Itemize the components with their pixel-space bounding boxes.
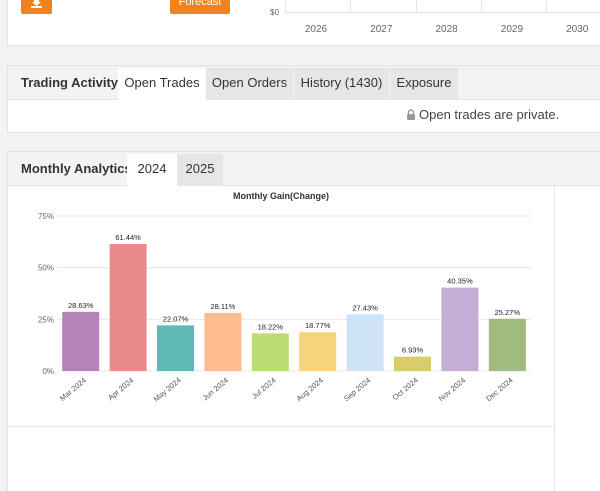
tab-open-orders[interactable]: Open Orders xyxy=(206,68,293,100)
bar-value-label: 18.77% xyxy=(305,321,331,330)
private-trades-message: Open trades are private. xyxy=(406,107,559,122)
private-message-text: Open trades are private. xyxy=(419,107,560,122)
bar xyxy=(394,356,431,371)
trading-activity-title: Trading Activity xyxy=(21,75,119,90)
bar xyxy=(488,318,526,371)
trading-activity-panel: Trading Activity Open Trades Open Orders… xyxy=(7,65,600,133)
download-icon xyxy=(31,0,42,8)
tab-2024[interactable]: 2024 xyxy=(127,154,177,187)
bar-value-label: 25.27% xyxy=(495,308,521,317)
bar xyxy=(346,314,384,371)
x-tick-label: Jul 2024 xyxy=(250,376,278,401)
chart-side-divider xyxy=(554,186,555,491)
x-tick-label: Nov 2024 xyxy=(437,376,467,404)
bar-value-label: 22.07% xyxy=(163,314,189,323)
tab-exposure[interactable]: Exposure xyxy=(390,68,458,100)
chart-title: Monthly Gain(Change) xyxy=(233,191,329,201)
x-tick-label: Jun 2024 xyxy=(201,376,230,403)
forecast-year-label: 2026 xyxy=(304,24,328,35)
tab-history[interactable]: History (1430) xyxy=(294,68,389,100)
x-tick-label: Sep 2024 xyxy=(342,376,372,404)
y-tick-label: 75% xyxy=(38,212,54,221)
x-tick-label: Aug 2024 xyxy=(295,376,325,404)
forecast-grid-line xyxy=(546,0,548,12)
forecast-grid-line xyxy=(480,0,482,12)
bar-value-label: 61.44% xyxy=(115,233,141,242)
forecast-year-label: 2030 xyxy=(566,24,589,35)
tab-2025[interactable]: 2025 xyxy=(177,154,223,186)
x-tick-label: Apr 2024 xyxy=(106,376,135,402)
bar xyxy=(204,312,242,371)
monthly-gain-chart: Monthly Gain(Change) 0% 25% 50% 75% 28.63% Mar… xyxy=(38,191,531,404)
bar xyxy=(299,332,337,371)
forecast-y-axis-label: $0 xyxy=(270,8,279,17)
x-tick-label: Dec 2024 xyxy=(484,376,514,404)
y-tick-label: 50% xyxy=(38,264,54,273)
bar-value-label: 18.22% xyxy=(258,322,284,331)
analytics-tab-bar: Monthly Analytics 2024 2025 xyxy=(8,152,600,187)
forecast-grid-line xyxy=(350,0,352,12)
lock-icon xyxy=(407,109,415,120)
bar xyxy=(62,311,100,371)
bar-value-label: 28.11% xyxy=(210,302,235,311)
y-tick-label: 0% xyxy=(42,367,54,376)
forecast-year-label: 2029 xyxy=(500,24,524,35)
y-tick-label: 25% xyxy=(38,315,54,324)
bar xyxy=(109,244,147,371)
x-tick-label: Oct 2024 xyxy=(391,376,420,402)
monthly-analytics-panel: Monthly Analytics 2024 2025 Monthly Gain… xyxy=(7,151,600,491)
forecast-panel: Forecast $0 2026 2027 2028 2029 2030 xyxy=(7,0,600,46)
bar xyxy=(441,287,479,371)
bar xyxy=(157,325,194,371)
forecast-grid-line xyxy=(415,0,417,12)
trading-tab-bar: Trading Activity Open Trades Open Orders… xyxy=(8,66,600,101)
forecast-button[interactable]: Forecast xyxy=(170,0,230,14)
forecast-year-label: 2028 xyxy=(435,24,458,35)
forecast-year-label: 2027 xyxy=(370,24,393,35)
bar-value-label: 27.43% xyxy=(352,303,378,312)
chart-bottom-divider xyxy=(8,426,554,427)
bar-value-label: 40.35% xyxy=(447,277,473,286)
download-button[interactable] xyxy=(21,0,52,14)
tab-open-trades[interactable]: Open Trades xyxy=(118,68,206,101)
monthly-analytics-title: Monthly Analytics xyxy=(21,161,132,176)
bar-value-label: 28.63% xyxy=(68,301,94,310)
x-tick-label: May 2024 xyxy=(152,376,183,404)
forecast-grid-line xyxy=(285,0,286,12)
bar xyxy=(251,333,289,371)
bar-value-label: 6.93% xyxy=(402,346,424,355)
forecast-x-axis-line xyxy=(285,12,600,13)
x-tick-label: Mar 2024 xyxy=(58,376,88,403)
